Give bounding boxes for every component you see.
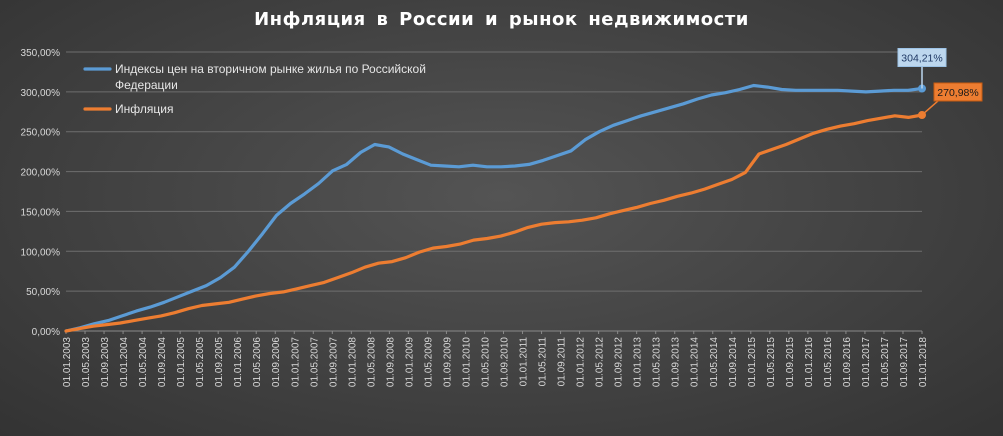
x-tick-label: 01.01.2015 — [747, 337, 758, 387]
y-tick-label: 150,00% — [21, 207, 61, 218]
x-tick-label: 01.01.2005 — [176, 337, 187, 387]
x-tick-label: 01.05.2010 — [480, 337, 491, 387]
x-axis: 01.01.2003 01.05.2003 01.09.2003 01.01.2004… — [62, 331, 929, 387]
y-tick-label: 300,00% — [21, 88, 61, 99]
x-tick-label: 01.09.2016 — [842, 337, 853, 387]
x-tick-label: 01.09.2007 — [328, 337, 339, 387]
series-line-housing-index — [64, 83, 924, 333]
x-tick-label: 01.09.2003 — [100, 337, 111, 387]
x-tick-label: 01.01.2018 — [918, 337, 929, 387]
y-tick-label: 100,00% — [21, 247, 61, 258]
x-tick-label: 01.09.2011 — [557, 337, 568, 387]
x-tick-label: 01.05.2003 — [81, 337, 92, 387]
x-tick-label: 01.05.2015 — [766, 337, 777, 387]
legend-label: Индексы цен на вторичном рынке жилья по … — [115, 62, 426, 76]
x-tick-label: 01.01.2007 — [290, 337, 301, 387]
x-tick-label: 01.05.2004 — [138, 337, 149, 387]
x-tick-label: 01.05.2006 — [252, 337, 263, 387]
legend-label: Инфляция — [115, 102, 173, 116]
data-label: 270,98% — [921, 82, 983, 116]
x-tick-label: 01.09.2009 — [442, 337, 453, 387]
x-tick-label: 01.09.2017 — [899, 337, 910, 387]
x-tick-label: 01.01.2009 — [404, 337, 415, 387]
x-tick-label: 01.05.2012 — [595, 337, 606, 387]
x-tick-label: 01.05.2005 — [195, 337, 206, 387]
series-lines — [64, 83, 926, 333]
x-tick-label: 01.09.2014 — [728, 337, 739, 387]
data-label-box — [933, 82, 983, 102]
grid-lines — [66, 51, 922, 332]
data-label-text: 304,21% — [901, 53, 942, 65]
y-tick-label: 50,00% — [26, 287, 60, 298]
x-tick-label: 01.05.2014 — [709, 337, 720, 387]
x-tick-label: 01.01.2016 — [804, 337, 815, 387]
end-labels: 304,21% 270,98% — [897, 48, 983, 116]
x-tick-label: 01.05.2016 — [823, 337, 834, 387]
x-tick-label: 01.01.2017 — [861, 337, 872, 387]
series-line-inflation — [64, 113, 924, 333]
x-tick-label: 01.05.2007 — [309, 337, 320, 387]
data-label-text: 270,98% — [937, 87, 978, 99]
x-tick-label: 01.01.2008 — [347, 337, 358, 387]
x-tick-label: 01.01.2011 — [519, 337, 530, 387]
y-tick-label: 250,00% — [21, 128, 61, 139]
x-tick-label: 01.09.2005 — [214, 337, 225, 387]
data-label-leader — [921, 100, 939, 116]
x-tick-label: 01.05.2009 — [423, 337, 434, 387]
x-tick-label: 01.09.2013 — [671, 337, 682, 387]
data-label: 304,21% — [897, 48, 947, 89]
x-tick-label: 01.01.2003 — [62, 337, 73, 387]
chart-title: Инфляция в России и рынок недвижимости — [254, 9, 749, 30]
x-tick-label: 01.09.2012 — [614, 337, 625, 387]
x-tick-label: 01.05.2013 — [652, 337, 663, 387]
x-tick-label: 01.09.2010 — [500, 337, 511, 387]
data-label-box — [897, 48, 947, 68]
legend-label-cont: Федерации — [115, 78, 178, 92]
x-tick-label: 01.01.2004 — [119, 337, 130, 387]
legend: Индексы цен на вторичном рынке жилья по … — [83, 62, 426, 116]
x-tick-label: 01.05.2008 — [366, 337, 377, 387]
x-tick-label: 01.09.2004 — [157, 337, 168, 387]
y-tick-label: 200,00% — [21, 168, 61, 179]
x-tick-label: 01.01.2010 — [461, 337, 472, 387]
x-tick-label: 01.01.2006 — [233, 337, 244, 387]
x-tick-label: 01.05.2011 — [538, 337, 549, 387]
x-tick-label: 01.09.2015 — [785, 337, 796, 387]
y-tick-label: 0,00% — [32, 327, 60, 338]
x-tick-label: 01.01.2013 — [633, 337, 644, 387]
x-tick-label: 01.01.2014 — [690, 337, 701, 387]
x-tick-label: 01.09.2008 — [385, 337, 396, 387]
x-tick-label: 01.01.2012 — [576, 337, 587, 387]
y-axis: 0,00% 50,00% 100,00% 150,00% 200,00% 250,00% 3… — [21, 48, 61, 338]
x-tick-label: 01.09.2006 — [271, 337, 282, 387]
y-tick-label: 350,00% — [21, 48, 61, 59]
x-tick-label: 01.05.2017 — [880, 337, 891, 387]
